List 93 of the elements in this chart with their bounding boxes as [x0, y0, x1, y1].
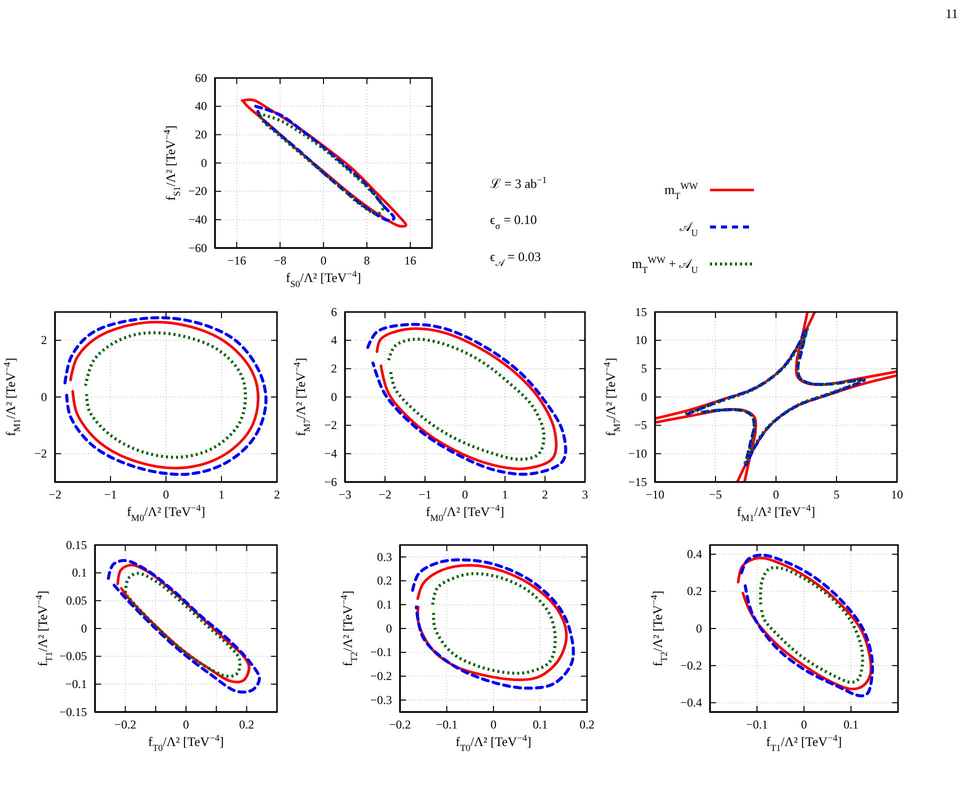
- x-tick-label: 2: [274, 488, 280, 502]
- y-tick-label: 0.2: [377, 574, 392, 588]
- text: ℒ = 3 ab$^{−1}$: [490, 176, 548, 191]
- y-tick-label: 0.2: [687, 584, 702, 598]
- line-series: [106, 559, 261, 694]
- x-tick-label: −0.2: [389, 718, 411, 732]
- x-tick-label: 0: [163, 488, 169, 502]
- y-tick-label: 0: [331, 390, 337, 404]
- x-tick-label: −3: [338, 488, 352, 502]
- y-tick-label: 4: [331, 333, 337, 348]
- y-tick-label: −0.1: [370, 645, 392, 660]
- x-axis-title: f$_{M0}$/Λ² [TeV$^{−4}$]: [426, 504, 504, 524]
- y-tick-label: 2: [41, 333, 47, 348]
- y-tick-label: 60: [195, 70, 207, 85]
- y-tick-label: 20: [195, 128, 207, 142]
- y-tick-label: 2: [331, 362, 337, 376]
- y-tick-label: 0.4: [687, 547, 702, 562]
- y-tick-label: 0.15: [66, 538, 87, 552]
- x-tick-label: 1: [218, 488, 224, 502]
- x-tick-label: 1: [502, 488, 508, 502]
- x-axis-title: f$_{T1}$/Λ² [TeV$^{−4}$]: [766, 734, 842, 754]
- x-axis-title: f$_{S0}$/Λ² [TeV$^{−4}$]: [286, 270, 362, 290]
- x-tick-label: 0: [801, 718, 807, 732]
- x-tick-label: 16: [404, 254, 416, 268]
- line-series: [411, 558, 575, 690]
- x-tick-label: −0.2: [114, 718, 136, 732]
- line-series: [84, 331, 247, 459]
- y-tick-label: −40: [188, 212, 207, 227]
- x-axis-title: f$_{M0}$/Λ² [TeV$^{−4}$]: [126, 504, 206, 524]
- x-tick-label: −0.1: [436, 718, 458, 732]
- y-tick-label: −4: [324, 446, 337, 461]
- y-tick-label: 0: [201, 156, 207, 170]
- line-series: [256, 112, 385, 216]
- y-tick-label: 40: [195, 99, 207, 114]
- x-tick-label: 10: [891, 488, 903, 502]
- x-tick-label: 0: [462, 488, 468, 502]
- y-tick-label: 0: [641, 390, 647, 404]
- y-tick-label: 0: [386, 621, 392, 636]
- text: ϵ$_{σ}$ = 0.10: [490, 212, 537, 232]
- y-tick-label: −15: [628, 474, 647, 489]
- y-tick-label: −60: [188, 240, 207, 255]
- y-tick-label: −10: [628, 446, 647, 461]
- y-tick-label: 10: [635, 333, 647, 348]
- x-tick-label: 0.1: [532, 718, 548, 732]
- y-tick-label: −0.1: [65, 677, 87, 692]
- x-tick-label: 2: [542, 488, 548, 502]
- x-tick-label: 0: [490, 718, 496, 732]
- y-tick-label: −2: [324, 418, 337, 432]
- y-tick-label: 15: [635, 304, 647, 319]
- x-tick-label: 0.2: [580, 718, 594, 732]
- y-tick-label: −0.2: [680, 658, 702, 672]
- y-tick-label: −2: [34, 446, 47, 461]
- y-tick-label: 0: [696, 621, 702, 636]
- x-axis-title: f$_{T0}$/Λ² [TeV$^{−4}$]: [148, 734, 224, 754]
- y-tick-label: −6: [324, 474, 337, 489]
- y-tick-label: 0: [81, 621, 87, 636]
- x-tick-label: 0.1: [844, 718, 858, 732]
- y-tick-label: −0.15: [59, 704, 87, 719]
- x-tick-label: −1: [104, 488, 117, 502]
- x-tick-label: −1: [418, 488, 432, 502]
- y-tick-label: −0.4: [680, 696, 702, 710]
- x-tick-label: −5: [709, 488, 722, 502]
- text: ϵ$_{𝒜}$ = 0.03: [490, 249, 541, 269]
- x-tick-label: 5: [834, 488, 840, 502]
- y-tick-label: −0.3: [370, 692, 392, 707]
- y-tick-label: 0: [41, 390, 47, 404]
- y-tick-label: −0.2: [370, 669, 392, 684]
- y-tick-label: 0.3: [377, 550, 392, 564]
- x-tick-label: 3: [582, 488, 588, 502]
- y-tick-label: 5: [641, 362, 647, 376]
- x-tick-label: 0: [773, 488, 779, 502]
- x-axis-title: f$_{T0}$/Λ² [TeV$^{−4}$]: [456, 734, 532, 754]
- line-series: [124, 572, 242, 678]
- x-tick-label: 8: [364, 254, 370, 268]
- x-tick-label: −0.1: [746, 718, 768, 732]
- legend-label: m$_{T}$$^{WW}$ + 𝒜$_{U}$: [632, 256, 698, 276]
- x-tick-label: −16: [227, 254, 246, 268]
- x-axis-title: f$_{M1}$/Λ² [TeV$^{−4}$]: [736, 504, 816, 524]
- y-tick-label: −5: [634, 418, 647, 432]
- y-tick-label: 0.1: [72, 566, 87, 580]
- x-tick-label: −8: [274, 254, 286, 268]
- y-tick-label: −20: [188, 184, 207, 198]
- y-tick-label: 0.1: [377, 597, 392, 612]
- x-tick-label: 0.2: [239, 718, 254, 732]
- line-series: [387, 338, 546, 461]
- y-tick-label: 0.05: [66, 594, 87, 608]
- y-tick-label: 6: [331, 304, 337, 319]
- y-tick-label: −0.05: [59, 649, 87, 664]
- line-series: [759, 566, 864, 684]
- text: 11: [945, 6, 958, 21]
- legend-label: 𝒜$_{U}$: [679, 219, 698, 239]
- line-series: [431, 572, 557, 675]
- line-series: [254, 104, 396, 222]
